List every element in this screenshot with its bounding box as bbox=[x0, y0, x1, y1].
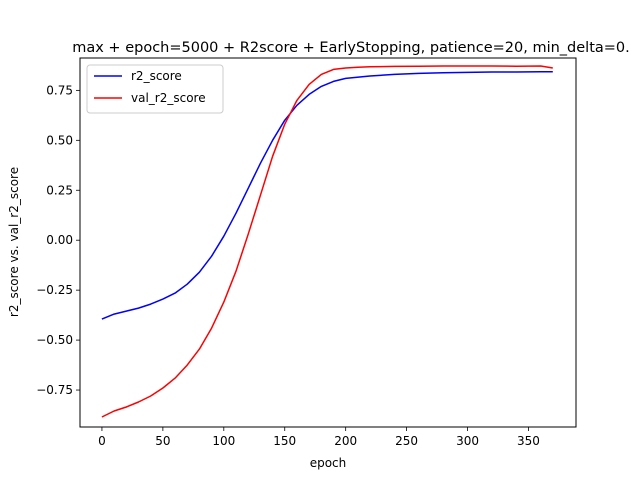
plot-area bbox=[101, 65, 553, 418]
x-tick-label: 300 bbox=[456, 434, 479, 448]
y-tick-label: 0.00 bbox=[46, 233, 73, 247]
series-line-r2-score bbox=[101, 71, 553, 320]
legend-label-val-r2-score: val_r2_score bbox=[131, 91, 206, 105]
x-tick-label: 0 bbox=[98, 434, 106, 448]
y-axis: −0.75 −0.50 −0.25 0.00 0.25 0.50 0.75 bbox=[36, 83, 80, 397]
x-tick-label: 150 bbox=[273, 434, 296, 448]
x-axis: 0 50 100 150 200 250 300 350 bbox=[98, 427, 540, 448]
y-tick-label: −0.75 bbox=[36, 383, 73, 397]
x-tick-label: 250 bbox=[395, 434, 418, 448]
x-axis-label: epoch bbox=[310, 456, 347, 470]
y-axis-label: r2_score vs. val_r2_score bbox=[7, 167, 21, 317]
x-tick-label: 200 bbox=[334, 434, 357, 448]
x-tick-label: 350 bbox=[517, 434, 540, 448]
y-tick-label: −0.50 bbox=[36, 333, 73, 347]
y-tick-label: −0.25 bbox=[36, 283, 73, 297]
series-line-val-r2-score bbox=[101, 65, 553, 418]
x-tick-label: 100 bbox=[212, 434, 235, 448]
legend: r2_score val_r2_score bbox=[86, 64, 224, 114]
axes-frame bbox=[79, 57, 577, 428]
y-tick-label: 0.75 bbox=[46, 83, 73, 97]
chart-title: max + epoch=5000 + R2score + EarlyStoppi… bbox=[72, 40, 630, 56]
y-tick-label: 0.50 bbox=[46, 133, 73, 147]
legend-box bbox=[86, 64, 224, 114]
x-tick-label: 50 bbox=[155, 434, 170, 448]
legend-label-r2-score: r2_score bbox=[131, 69, 182, 83]
y-tick-label: 0.25 bbox=[46, 183, 73, 197]
